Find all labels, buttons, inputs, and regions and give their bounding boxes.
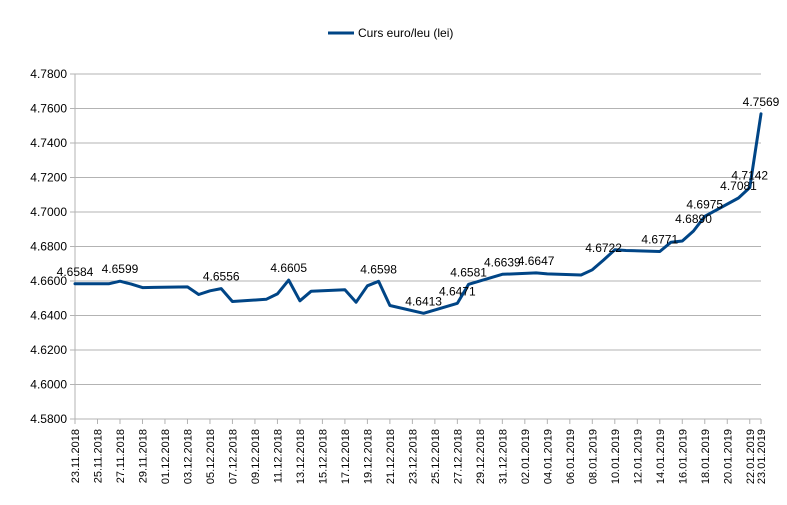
legend: Curs euro/leu (lei) <box>328 26 453 40</box>
data-label: 4.7569 <box>743 95 780 109</box>
x-tick-label: 22.01.2019 <box>745 429 757 484</box>
x-tick-label: 02.01.2019 <box>520 429 532 484</box>
data-label: 4.6584 <box>57 265 94 279</box>
x-tick-label: 05.12.2018 <box>205 429 217 484</box>
data-label: 4.6975 <box>686 197 723 211</box>
data-label: 4.6471 <box>439 284 476 298</box>
y-tick-label: 4.6800 <box>30 240 67 254</box>
y-tick-label: 4.6600 <box>30 274 67 288</box>
y-tick-label: 4.7200 <box>30 171 67 185</box>
x-tick-label: 23.12.2018 <box>407 429 419 484</box>
data-label: 4.6639 <box>484 255 521 269</box>
x-tick-label: 23.11.2018 <box>70 429 82 483</box>
y-axis-tick-labels: 4.5800 4.6000 4.6200 4.6400 4.6600 4.6800 4.70… <box>30 67 67 426</box>
data-label: 4.6581 <box>450 265 487 279</box>
x-tick-label: 13.12.2018 <box>295 429 307 484</box>
x-tick-label: 25.11.2018 <box>92 429 104 483</box>
data-labels: 4.6584 4.6599 4.6556 4.6605 4.6598 4.64134.64… <box>57 95 780 308</box>
data-label: 4.6413 <box>405 294 442 308</box>
y-tick-label: 4.6400 <box>30 309 67 323</box>
y-tick-label: 4.6200 <box>30 343 67 357</box>
x-tick-label: 29.11.2018 <box>137 429 149 483</box>
x-tick-label: 10.01.2019 <box>610 429 622 484</box>
legend-label: Curs euro/leu (lei) <box>358 26 453 40</box>
x-tick-label: 16.01.2019 <box>677 429 689 484</box>
x-tick-label: 17.12.2018 <box>340 429 352 484</box>
x-tick-label: 01.12.2018 <box>160 429 172 484</box>
data-label: 4.6771 <box>641 233 678 247</box>
data-label: 4.6722 <box>585 241 622 255</box>
x-tick-label: 18.01.2019 <box>700 429 712 484</box>
x-tick-label: 27.12.2018 <box>452 429 464 484</box>
x-tick-label: 20.01.2019 <box>722 429 734 484</box>
x-tick-label: 09.12.2018 <box>250 429 262 484</box>
y-tick-label: 4.6000 <box>30 378 67 392</box>
x-tick-label: 08.01.2019 <box>587 429 599 484</box>
data-label: 4.6605 <box>270 261 307 275</box>
y-tick-label: 4.7000 <box>30 205 67 219</box>
x-tick-label: 03.12.2018 <box>182 429 194 484</box>
x-tick-label: 04.01.2019 <box>542 429 554 484</box>
x-tick-label: 06.01.2019 <box>565 429 577 484</box>
x-tick-label: 07.12.2018 <box>227 429 239 484</box>
axes <box>74 74 762 424</box>
x-tick-label: 31.12.2018 <box>497 429 509 484</box>
x-tick-label: 23.01.2019 <box>756 429 768 484</box>
x-tick-label: 21.12.2018 <box>385 429 397 484</box>
x-axis-tick-labels: 23.11.2018 25.11.2018 27.11.2018 29.11.2018… <box>70 429 768 484</box>
x-tick-label: 11.12.2018 <box>272 429 284 483</box>
y-tick-label: 4.7800 <box>30 67 67 81</box>
x-tick-label: 14.01.2019 <box>655 429 667 484</box>
y-tick-label: 4.5800 <box>30 412 67 426</box>
y-tick-label: 4.7600 <box>30 102 67 116</box>
data-label: 4.6599 <box>102 262 139 276</box>
x-tick-label: 27.11.2018 <box>115 429 127 483</box>
series-line-group <box>73 112 763 315</box>
data-label: 4.6598 <box>360 262 397 276</box>
x-tick-label: 19.12.2018 <box>362 429 374 484</box>
x-tick-label: 25.12.2018 <box>430 429 442 484</box>
y-tick-label: 4.7400 <box>30 136 67 150</box>
data-label: 4.6556 <box>203 270 240 284</box>
data-label: 4.7142 <box>731 169 768 183</box>
x-tick-label: 12.01.2019 <box>632 429 644 484</box>
x-tick-label: 29.12.2018 <box>475 429 487 484</box>
series-line <box>73 112 763 315</box>
data-label: 4.6890 <box>675 212 712 226</box>
x-tick-label: 15.12.2018 <box>317 429 329 484</box>
data-label: 4.7081 <box>720 179 757 193</box>
data-label: 4.6647 <box>518 254 555 268</box>
